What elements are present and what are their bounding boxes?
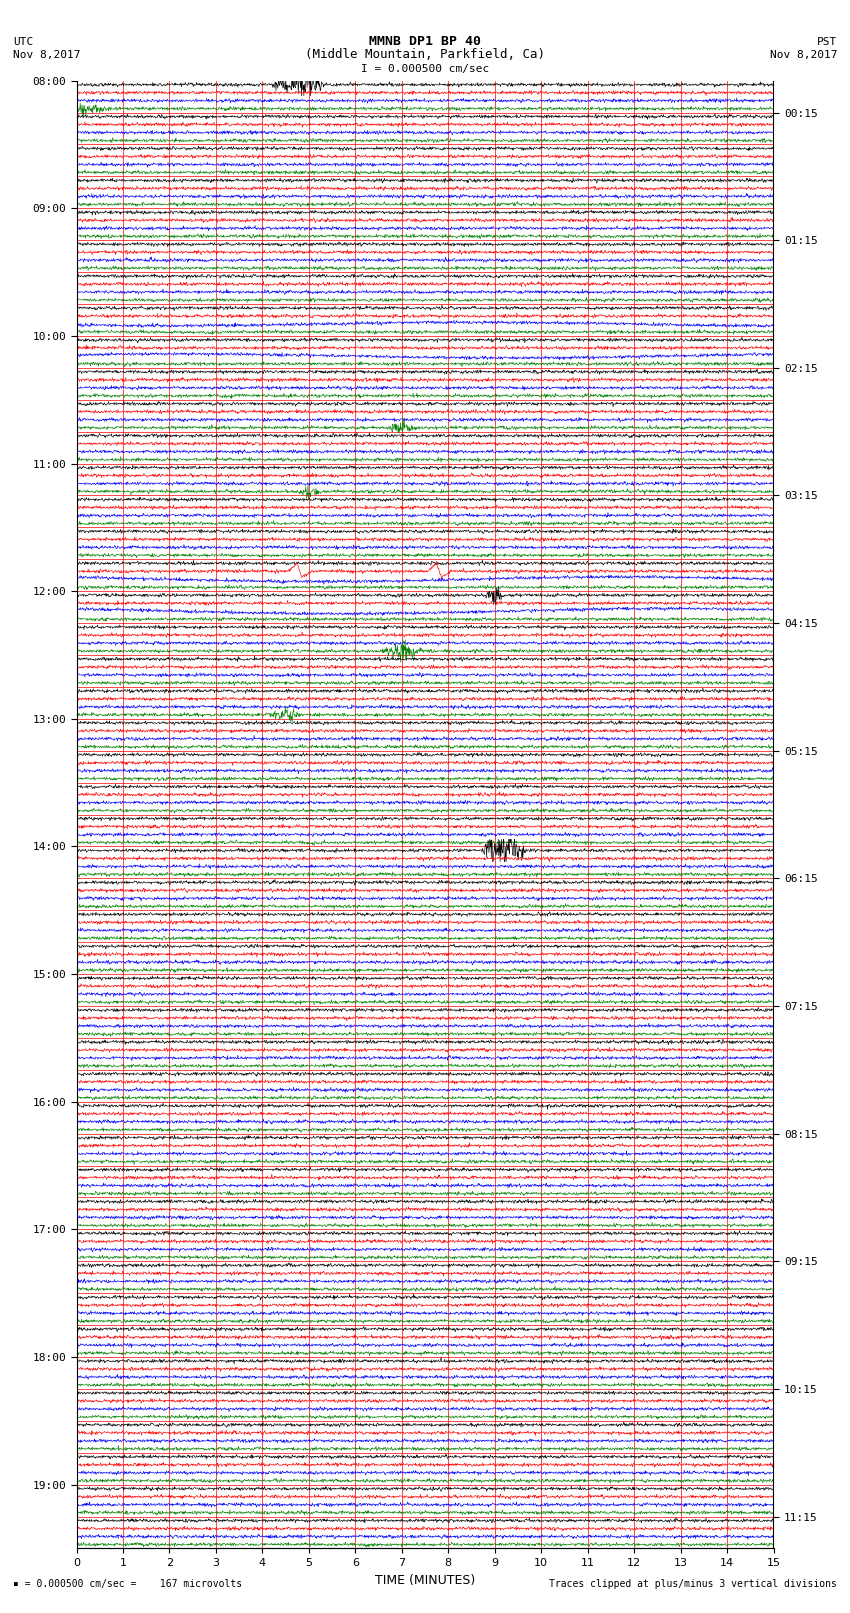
- Text: ▪ = 0.000500 cm/sec =    167 microvolts: ▪ = 0.000500 cm/sec = 167 microvolts: [13, 1579, 242, 1589]
- Text: Traces clipped at plus/minus 3 vertical divisions: Traces clipped at plus/minus 3 vertical …: [549, 1579, 837, 1589]
- Text: UTC: UTC: [13, 37, 33, 47]
- Text: MMNB DP1 BP 40: MMNB DP1 BP 40: [369, 35, 481, 48]
- Text: PST: PST: [817, 37, 837, 47]
- X-axis label: TIME (MINUTES): TIME (MINUTES): [375, 1574, 475, 1587]
- Text: Nov 8,2017: Nov 8,2017: [770, 50, 837, 60]
- Text: I = 0.000500 cm/sec: I = 0.000500 cm/sec: [361, 65, 489, 74]
- Text: Nov 8,2017: Nov 8,2017: [13, 50, 80, 60]
- Text: (Middle Mountain, Parkfield, Ca): (Middle Mountain, Parkfield, Ca): [305, 48, 545, 61]
